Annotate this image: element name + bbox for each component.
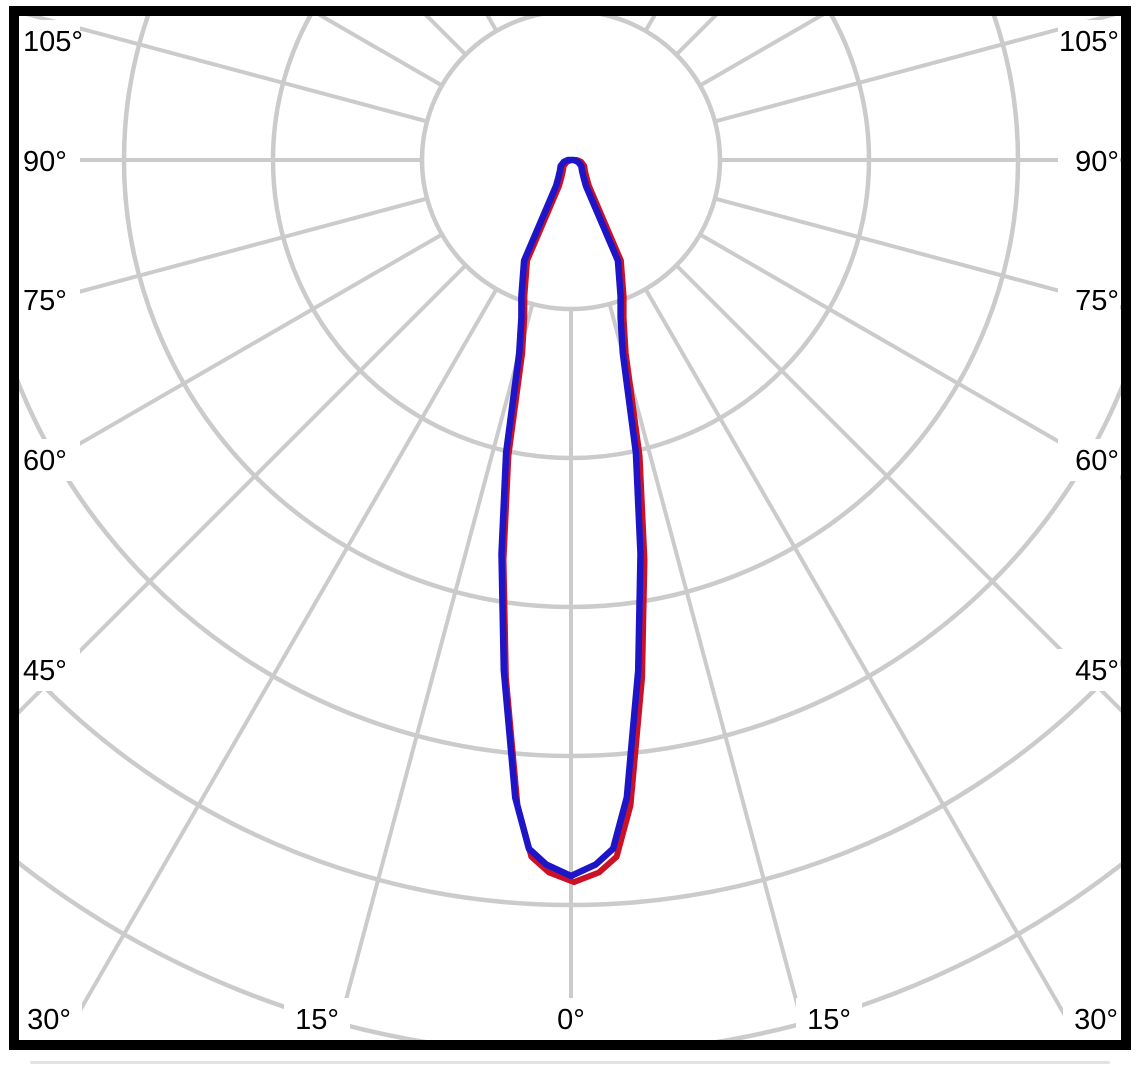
- grid-ray: [19, 263, 468, 715]
- label-gaps: [16, 20, 1129, 1040]
- grid-ray: [25, 16, 428, 124]
- angle-labels: 105° 90° 75° 60° 45° 105° 90° 75° 60° 45° 30° 15° 0°…: [23, 26, 1119, 1036]
- angle-tick-label-bottom: 0°: [557, 1004, 585, 1036]
- grid-ray: [714, 16, 1117, 124]
- angle-tick-label-left: 90°: [23, 146, 67, 178]
- grid-ray: [333, 303, 535, 1040]
- angle-tick-label-left: 105°: [23, 26, 83, 58]
- angle-tick-label-left: 60°: [23, 445, 67, 477]
- grid-ray: [19, 196, 428, 310]
- grid-ray: [643, 288, 1082, 1040]
- angle-tick-label-left: 45°: [23, 655, 67, 687]
- grid-ray: [714, 196, 1121, 310]
- chart-frame: [9, 6, 1131, 1050]
- grid-ray: [674, 263, 1121, 713]
- grid-ray: [60, 288, 499, 1040]
- angle-tick-label-right: 60°: [1075, 445, 1119, 477]
- angle-tick-label-left: 75°: [23, 285, 67, 317]
- angle-tick-label-right: 45°: [1075, 655, 1119, 687]
- angle-tick-label-right: 90°: [1075, 146, 1119, 178]
- scan-artifact-line: [30, 1061, 1110, 1064]
- grid-ray: [699, 232, 1121, 480]
- blue-curve: [498, 156, 644, 880]
- angle-tick-label-bottom: 15°: [807, 1004, 851, 1036]
- angle-tick-label-right: 105°: [1059, 26, 1119, 58]
- angle-tick-label-right: 75°: [1075, 285, 1119, 317]
- angle-tick-label-bottom: 30°: [27, 1004, 71, 1036]
- angle-tick-label-bottom: 30°: [1074, 1004, 1118, 1036]
- grid-ray: [607, 303, 809, 1040]
- angle-tick-label-bottom: 15°: [295, 1004, 339, 1036]
- grid-ray: [19, 232, 443, 482]
